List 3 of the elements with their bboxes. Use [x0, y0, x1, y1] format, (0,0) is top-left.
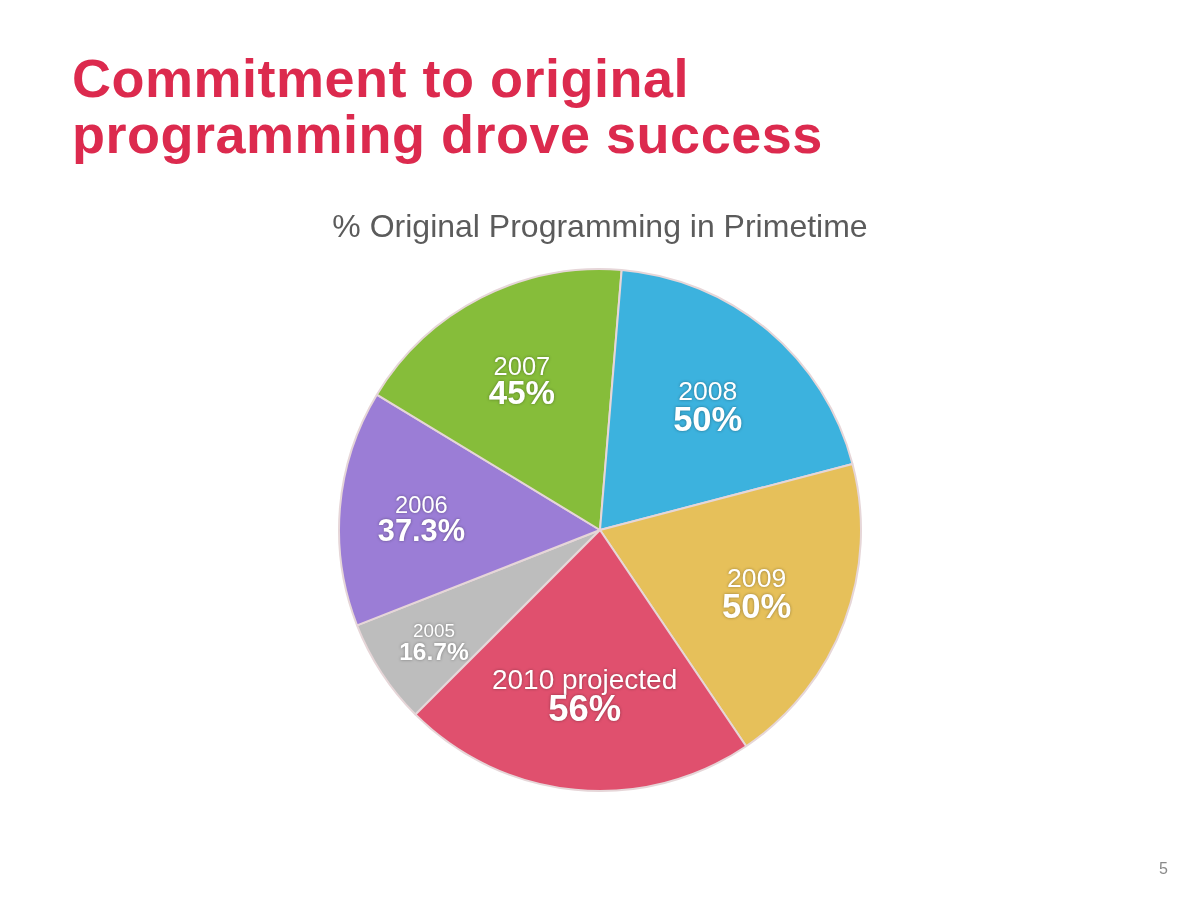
text: 5: [1159, 860, 1168, 878]
chart-title: Commitment to original programming drove success: [72, 48, 824, 164]
chart-subtitle: % Original Programming in Primetime: [331, 208, 869, 245]
